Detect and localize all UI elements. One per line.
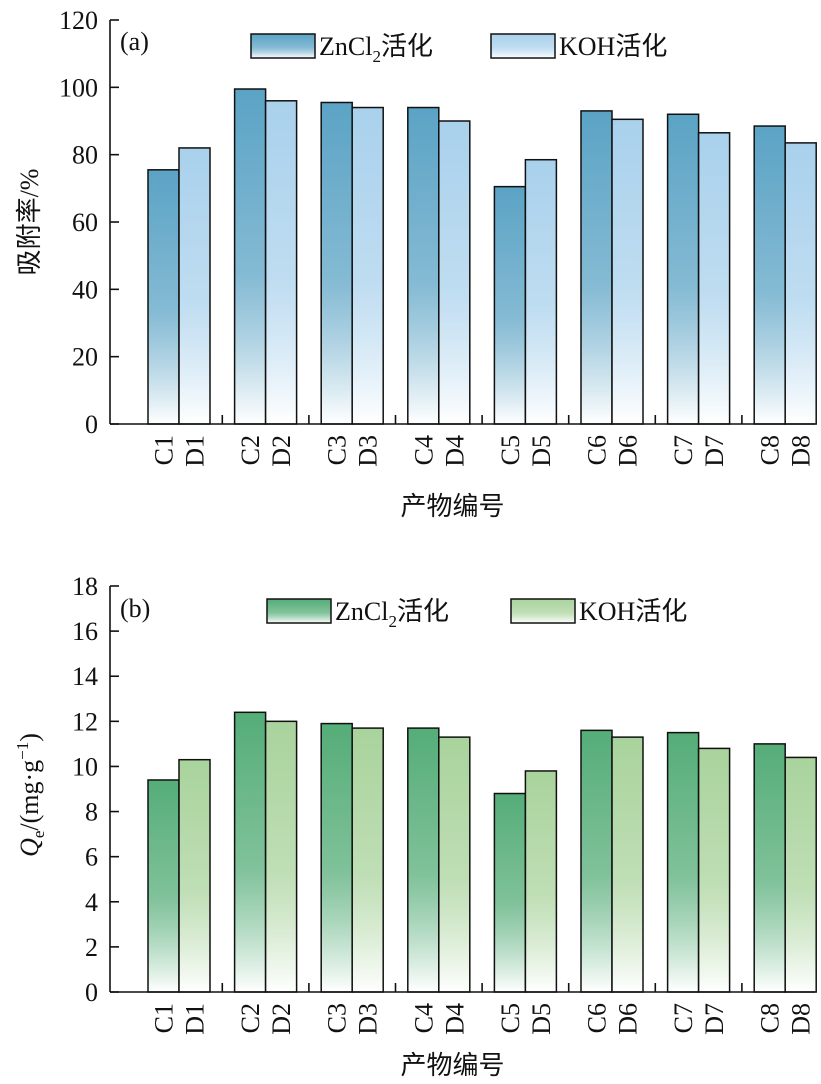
x-category-label: C2 [236, 435, 265, 465]
x-category-label: D7 [700, 435, 729, 467]
x-category-label: C6 [583, 1003, 612, 1033]
panel-label: (a) [120, 27, 149, 56]
bar-c1 [147, 779, 180, 993]
x-category-label: C7 [669, 1003, 698, 1033]
x-category-label: D1 [181, 1003, 210, 1035]
y-tick-label: 60 [72, 208, 98, 237]
bar-c7 [666, 113, 700, 425]
bar-c5 [493, 792, 527, 993]
x-category-label: C7 [669, 435, 698, 465]
x-category-label: D6 [614, 435, 643, 467]
bar-d7 [697, 132, 731, 425]
bar-d1 [178, 758, 211, 993]
legend-label: ZnCl2活化 [335, 597, 449, 631]
y-tick-label: 120 [59, 6, 98, 35]
y-tick-label: 40 [72, 275, 98, 304]
y-tick-label: 0 [85, 978, 98, 1007]
y-tick-label: 100 [59, 73, 98, 102]
x-category-label: D3 [354, 1003, 383, 1035]
bar-d4 [438, 736, 471, 993]
bar-d6 [611, 118, 644, 425]
y-tick-label: 12 [72, 707, 98, 736]
bar-d1 [178, 147, 211, 425]
bar-d8 [784, 756, 817, 993]
y-tick-label: 6 [85, 843, 98, 872]
x-category-label: D6 [614, 1003, 643, 1035]
y-tick-label: 16 [72, 617, 98, 646]
x-category-label: D3 [354, 435, 383, 467]
x-category-label: D4 [440, 435, 469, 467]
x-category-label: D8 [787, 1003, 816, 1035]
bar-d6 [611, 736, 644, 993]
bar-c5 [493, 185, 527, 425]
x-category-label: D1 [181, 435, 210, 467]
x-category-label: D8 [787, 435, 816, 467]
bar-c8 [753, 743, 786, 993]
bar-c4 [407, 106, 440, 425]
bar-c4 [407, 727, 440, 993]
bar-c2 [233, 711, 267, 993]
bar-d5 [524, 158, 558, 425]
x-axis-title: 产物编号 [400, 492, 504, 521]
x-category-label: C3 [323, 435, 352, 465]
legend-swatch [250, 33, 316, 59]
panel-label: (b) [120, 594, 150, 623]
bar-c8 [753, 125, 786, 425]
legend-swatch [266, 598, 332, 624]
bar-c1 [147, 169, 180, 425]
y-tick-label: 10 [72, 752, 98, 781]
chart-a: 0 20 40 60 80 100 120 C1 D1 C2 D2 C3 D3 C4 D4 C5 D5 C6 D6 C… [15, 6, 817, 521]
y-tick-label: 18 [72, 572, 98, 601]
bar-c3 [320, 722, 353, 993]
bar-d2 [264, 100, 298, 425]
y-axis-title: 吸附率/% [15, 169, 44, 276]
bar-d2 [264, 720, 298, 993]
x-axis-title: 产物编号 [400, 1051, 504, 1080]
x-category-label: C6 [583, 435, 612, 465]
bar-c6 [580, 110, 613, 425]
x-category-label: C2 [236, 1003, 265, 1033]
x-category-label: D2 [267, 435, 296, 467]
x-category-label: C4 [409, 435, 438, 465]
x-category-label: C5 [496, 1003, 525, 1033]
bar-c7 [666, 731, 700, 993]
x-category-label: C8 [756, 435, 785, 465]
bar-d7 [697, 747, 731, 993]
x-category-label: D5 [527, 1003, 556, 1035]
bar-c2 [233, 88, 267, 425]
bar-d8 [784, 142, 817, 425]
y-tick-label: 8 [85, 798, 98, 827]
x-category-label: C8 [756, 1003, 785, 1033]
legend-label: ZnCl2活化 [319, 32, 433, 66]
legend-swatch [490, 33, 556, 59]
legend-swatch [510, 598, 576, 624]
y-tick-label: 2 [85, 933, 98, 962]
bar-c3 [320, 101, 353, 425]
y-axis-title: Qe/(mg·g−1) [13, 733, 48, 857]
x-category-label: D2 [267, 1003, 296, 1035]
x-category-label: D7 [700, 1003, 729, 1035]
y-tick-label: 80 [72, 141, 98, 170]
legend-label: KOH活化 [559, 32, 667, 61]
bar-d3 [351, 727, 384, 993]
x-category-label: C4 [409, 1003, 438, 1033]
y-tick-label: 14 [72, 662, 98, 691]
bar-c6 [580, 729, 613, 993]
y-tick-label: 0 [85, 410, 98, 439]
x-category-label: C5 [496, 435, 525, 465]
x-category-label: C3 [323, 1003, 352, 1033]
y-tick-label: 4 [85, 888, 98, 917]
bar-d3 [351, 106, 384, 425]
legend-label: KOH活化 [579, 597, 687, 626]
x-category-label: C1 [150, 435, 179, 465]
x-category-label: D5 [527, 435, 556, 467]
bar-d5 [524, 770, 558, 993]
bar-d4 [438, 120, 471, 425]
x-category-label: D4 [440, 1003, 469, 1035]
chart-b: 0 2 4 6 8 10 12 14 16 18 C1 D1 C2 D2 C3 D3 C4 D4 C5 D5 C6 D6 C… [13, 572, 817, 1080]
x-category-label: C1 [150, 1003, 179, 1033]
y-tick-label: 20 [72, 343, 98, 372]
